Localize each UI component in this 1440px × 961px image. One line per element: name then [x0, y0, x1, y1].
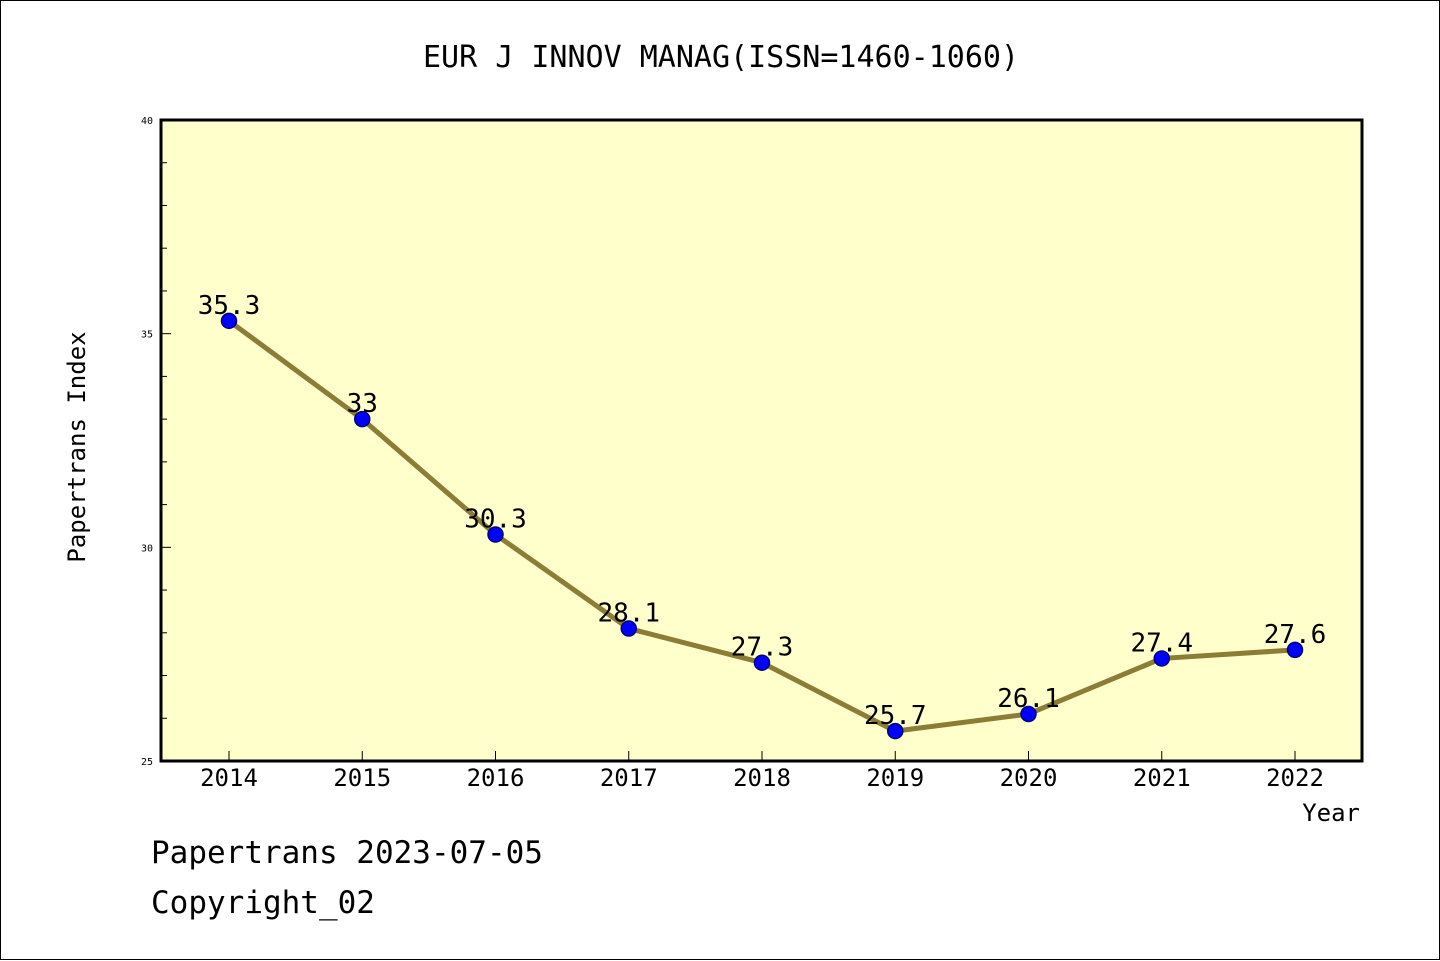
x-axis: 2014 2015 2016 2017 2018 2019 2020 2021 2022: [200, 751, 1324, 792]
data-point: [1286, 641, 1304, 659]
footer-copyright: Copyright_02: [151, 885, 375, 921]
y-tick-label: 35: [141, 330, 153, 341]
data-label: 25.7: [864, 701, 927, 731]
data-label: 26.1: [997, 684, 1060, 714]
x-tick-label: 2019: [866, 764, 924, 792]
data-point: [487, 526, 504, 543]
x-axis-label: Year: [1302, 799, 1360, 827]
x-tick-label: 2016: [467, 764, 525, 792]
data-label: 30.3: [464, 505, 527, 535]
x-tick-label: 2021: [1133, 764, 1191, 792]
data-point: [1020, 705, 1037, 723]
data-point: [1153, 650, 1170, 667]
y-tick-label: 25: [141, 757, 153, 768]
footer-date: Papertrans 2023-07-05: [151, 835, 543, 871]
y-tick-label: 40: [141, 116, 153, 127]
x-tick-label: 2014: [200, 764, 258, 792]
x-tick-label: 2018: [733, 764, 791, 792]
data-label: 27.4: [1130, 628, 1193, 658]
data-point: [220, 312, 238, 330]
data-label: 33: [347, 389, 378, 419]
series-markers: [220, 312, 1304, 740]
x-tick-label: 2017: [600, 764, 658, 792]
data-label: 35.3: [198, 291, 261, 321]
x-tick-label: 2015: [333, 764, 391, 792]
data-label: 27.3: [731, 633, 794, 663]
data-label: 28.1: [597, 599, 660, 629]
y-axis-label: Papertrans Index: [63, 331, 91, 562]
chart-title: EUR J INNOV MANAG(ISSN=1460-1060): [423, 40, 1019, 75]
x-tick-label: 2020: [1000, 764, 1058, 792]
y-axis: 25 30 35 40: [141, 116, 171, 768]
data-labels: 35.3 33 30.3 28.1 27.3 25.7 26.1 27.4 27.6: [198, 291, 1327, 731]
data-point: [620, 620, 637, 637]
x-tick-label: 2022: [1266, 764, 1324, 792]
data-point: [354, 410, 371, 428]
y-tick-label: 30: [141, 543, 153, 554]
data-point: [887, 722, 904, 740]
data-label: 27.6: [1264, 620, 1327, 650]
data-point: [753, 654, 771, 671]
